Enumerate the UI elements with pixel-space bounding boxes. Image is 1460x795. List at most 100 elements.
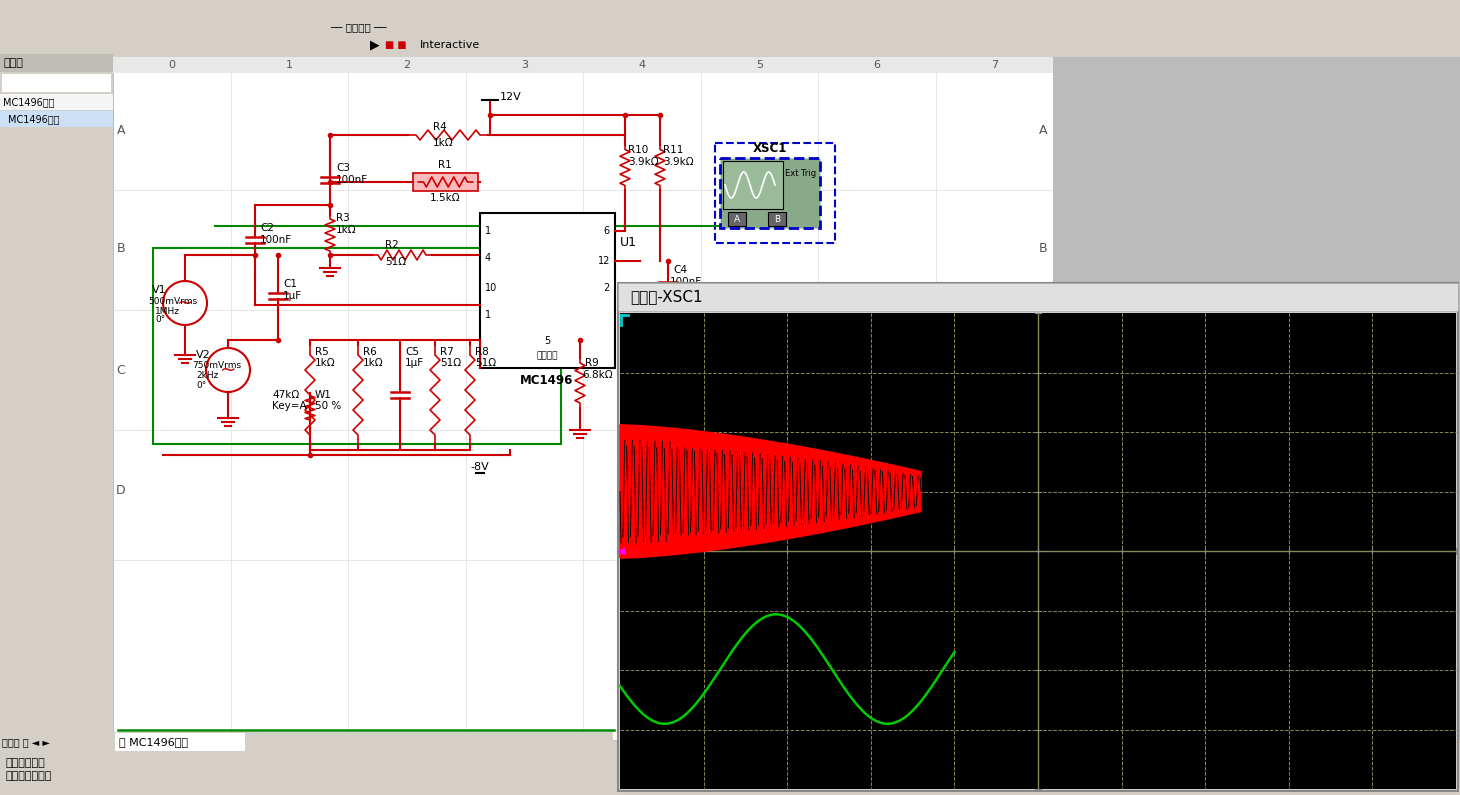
- Bar: [620, 313, 1456, 789]
- Text: W1: W1: [315, 390, 331, 400]
- Text: 51Ω: 51Ω: [439, 358, 461, 368]
- Bar: [0, 54, 112, 72]
- Text: 示波器-XSC1: 示波器-XSC1: [631, 289, 702, 304]
- Text: 51Ω: 51Ω: [385, 257, 406, 267]
- Text: 1kΩ: 1kΩ: [315, 358, 336, 368]
- Circle shape: [164, 281, 207, 325]
- Text: R10: R10: [628, 145, 648, 155]
- Text: 12V: 12V: [499, 92, 521, 102]
- Bar: [729, 212, 746, 226]
- Bar: [115, 733, 245, 751]
- Text: 1: 1: [485, 226, 491, 236]
- Bar: [618, 283, 1459, 311]
- Text: R9: R9: [585, 358, 599, 368]
- Text: 可见度 项 ◄ ►: 可见度 项 ◄ ►: [1, 737, 50, 747]
- Text: 100nF: 100nF: [670, 277, 702, 287]
- Text: 1µF: 1µF: [283, 291, 302, 301]
- Bar: [0, 18, 1460, 36]
- Text: 750mVrms: 750mVrms: [193, 362, 241, 370]
- Text: C4: C4: [673, 265, 688, 275]
- Text: ~: ~: [177, 293, 193, 312]
- Text: B: B: [117, 242, 126, 254]
- Text: Key=A: Key=A: [272, 401, 307, 411]
- Text: 1MHz: 1MHz: [155, 307, 180, 316]
- Text: C: C: [117, 363, 126, 377]
- Text: 10: 10: [485, 283, 498, 293]
- Text: 网络转换已完成: 网络转换已完成: [4, 771, 51, 781]
- Bar: [413, 173, 477, 191]
- Text: MC1496应用: MC1496应用: [3, 97, 54, 107]
- Text: 12: 12: [597, 256, 610, 266]
- Text: 0°: 0°: [196, 382, 206, 390]
- Bar: [0, 18, 1460, 36]
- Text: V1: V1: [152, 285, 166, 295]
- Text: C: C: [1038, 363, 1047, 377]
- Bar: [480, 213, 615, 368]
- Text: ~: ~: [220, 360, 237, 379]
- Text: R3: R3: [336, 213, 350, 223]
- Bar: [0, 94, 112, 110]
- Text: 2: 2: [403, 60, 410, 70]
- Text: 6.8kΩ: 6.8kΩ: [583, 370, 613, 380]
- Text: 1.5kΩ: 1.5kΩ: [429, 193, 460, 203]
- Text: 4: 4: [638, 60, 645, 70]
- Text: 2kHz: 2kHz: [196, 371, 219, 381]
- Text: 100nF: 100nF: [260, 235, 292, 245]
- Text: 3.9kΩ: 3.9kΩ: [663, 157, 694, 167]
- Text: C5: C5: [404, 347, 419, 357]
- Text: 47kΩ: 47kΩ: [272, 390, 299, 400]
- Bar: [0, 0, 1460, 18]
- Text: A: A: [734, 215, 740, 223]
- Text: C1: C1: [283, 279, 296, 289]
- Text: Interactive: Interactive: [420, 40, 480, 50]
- Bar: [0, 753, 1460, 795]
- Text: 1kΩ: 1kΩ: [364, 358, 384, 368]
- Text: 1kΩ: 1kΩ: [336, 225, 356, 235]
- Text: A: A: [117, 123, 126, 137]
- Bar: [768, 212, 785, 226]
- Text: R11: R11: [663, 145, 683, 155]
- Text: 正名构装: 正名构装: [536, 351, 558, 360]
- Bar: [0, 54, 112, 795]
- Text: 6: 6: [873, 60, 880, 70]
- Text: D: D: [117, 483, 126, 497]
- Text: B: B: [774, 215, 780, 223]
- Text: 7: 7: [991, 60, 997, 70]
- Text: XSC1: XSC1: [753, 142, 787, 154]
- Text: Ext Trig: Ext Trig: [785, 169, 816, 177]
- Text: ▶: ▶: [369, 38, 380, 52]
- Text: C2: C2: [260, 223, 274, 233]
- Text: 4: 4: [485, 253, 491, 263]
- Text: 📄 MC1496应用: 📄 MC1496应用: [120, 737, 188, 747]
- Text: R7: R7: [439, 347, 454, 357]
- Bar: [1053, 57, 1460, 740]
- Bar: [723, 161, 783, 209]
- Bar: [1, 74, 111, 92]
- Text: R6: R6: [364, 347, 377, 357]
- Bar: [0, 111, 112, 127]
- Text: 500mVrms: 500mVrms: [147, 297, 197, 305]
- Bar: [720, 158, 821, 228]
- Text: B: B: [1038, 242, 1047, 254]
- Text: R2: R2: [385, 240, 399, 250]
- Text: U1: U1: [620, 236, 637, 250]
- Text: 正在转换网络: 正在转换网络: [4, 758, 45, 768]
- Text: 3.9kΩ: 3.9kΩ: [628, 157, 658, 167]
- Text: R8: R8: [474, 347, 489, 357]
- Text: 1µF: 1µF: [404, 358, 423, 368]
- Text: -8V: -8V: [470, 462, 489, 472]
- Text: R4: R4: [434, 122, 447, 132]
- Bar: [112, 57, 1053, 73]
- Text: ── 在用列表 ──: ── 在用列表 ──: [330, 22, 387, 32]
- Text: 50 %: 50 %: [315, 401, 342, 411]
- Bar: [0, 36, 1460, 54]
- Text: 3: 3: [521, 60, 527, 70]
- Text: MC1496应用: MC1496应用: [7, 114, 60, 124]
- Text: 5: 5: [756, 60, 762, 70]
- Text: 1: 1: [286, 60, 293, 70]
- Bar: [112, 732, 613, 752]
- Bar: [618, 283, 1459, 791]
- Bar: [0, 36, 1460, 54]
- Text: 1kΩ: 1kΩ: [434, 138, 454, 148]
- Text: 2: 2: [604, 283, 610, 293]
